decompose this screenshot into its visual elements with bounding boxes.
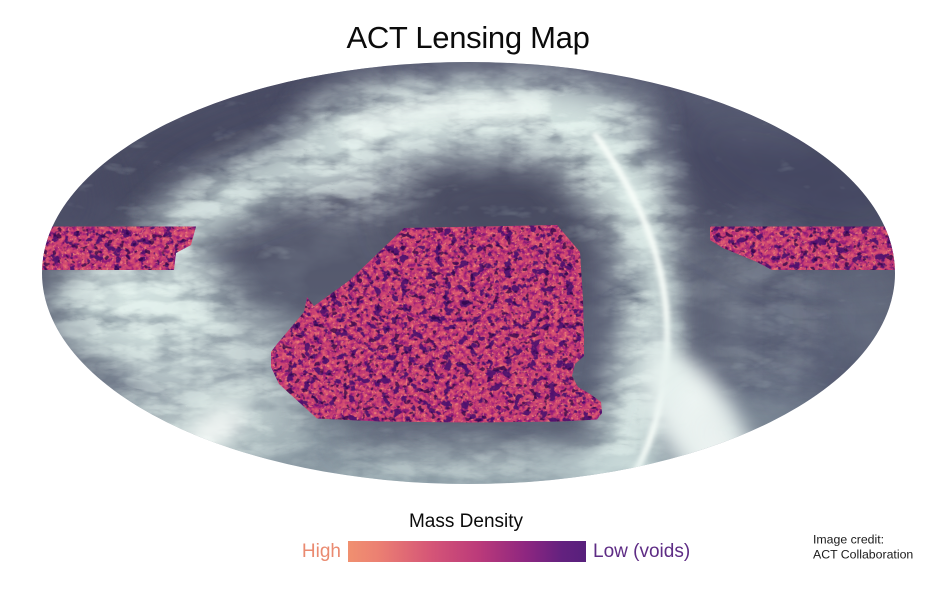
svg-text:Low (voids): Low (voids) <box>593 541 690 562</box>
svg-text:ACT Collaboration: ACT Collaboration <box>813 548 913 562</box>
svg-text:High: High <box>302 541 341 562</box>
svg-text:Mass Density: Mass Density <box>409 511 524 532</box>
svg-text:Image credit:: Image credit: <box>813 533 884 547</box>
svg-text:ACT Lensing Map: ACT Lensing Map <box>346 20 589 55</box>
